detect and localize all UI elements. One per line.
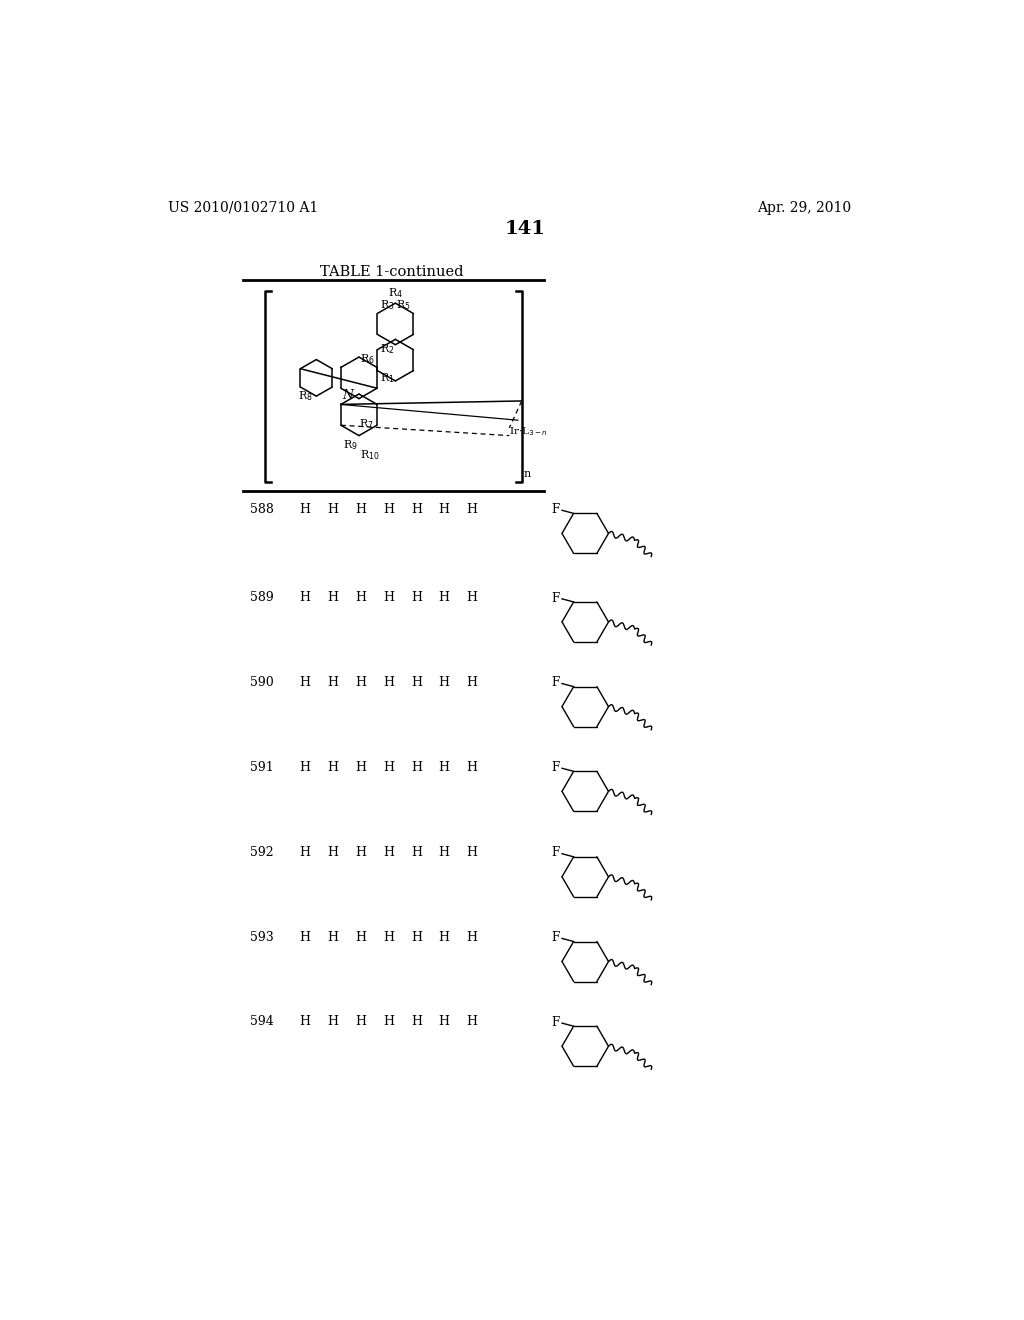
Text: F: F [552,591,560,605]
Text: H: H [355,931,366,944]
Text: N: N [342,389,353,403]
Text: F: F [552,846,560,859]
Text: H: H [383,503,394,516]
Text: H: H [299,760,310,774]
Text: H: H [299,931,310,944]
Text: H: H [355,760,366,774]
Text: H: H [467,760,477,774]
Text: R$_{10}$: R$_{10}$ [360,447,380,462]
Text: H: H [438,1015,450,1028]
Text: H: H [411,676,422,689]
Text: H: H [327,503,338,516]
Text: H: H [411,760,422,774]
Text: 589: 589 [251,591,274,605]
Text: H: H [383,1015,394,1028]
Text: H: H [467,846,477,859]
Text: H: H [383,676,394,689]
Text: H: H [467,676,477,689]
Text: H: H [411,1015,422,1028]
Text: R$_3$: R$_3$ [380,298,394,312]
Text: Ir·L$_{3-n}$: Ir·L$_{3-n}$ [509,425,548,438]
Text: H: H [327,591,338,605]
Text: H: H [411,591,422,605]
Text: H: H [355,846,366,859]
Text: R$_6$: R$_6$ [359,352,375,366]
Text: F: F [552,931,560,944]
Text: Apr. 29, 2010: Apr. 29, 2010 [758,201,851,215]
Text: H: H [355,503,366,516]
Text: R$_5$: R$_5$ [396,298,412,312]
Text: US 2010/0102710 A1: US 2010/0102710 A1 [168,201,318,215]
Text: H: H [355,1015,366,1028]
Text: H: H [467,503,477,516]
Text: H: H [327,760,338,774]
Text: H: H [299,591,310,605]
Text: H: H [327,1015,338,1028]
Text: R$_2$: R$_2$ [380,342,395,356]
Text: H: H [327,931,338,944]
Text: H: H [438,503,450,516]
Text: H: H [411,503,422,516]
Text: R$_9$: R$_9$ [343,438,357,453]
Text: 593: 593 [251,931,274,944]
Text: F: F [552,762,560,774]
Text: 590: 590 [251,676,274,689]
Text: H: H [383,931,394,944]
Text: 591: 591 [251,760,274,774]
Text: H: H [355,676,366,689]
Text: 141: 141 [504,220,546,238]
Text: H: H [383,846,394,859]
Text: H: H [438,591,450,605]
Text: TABLE 1-continued: TABLE 1-continued [319,264,463,279]
Text: F: F [552,676,560,689]
Text: F: F [552,503,560,516]
Text: 592: 592 [251,846,274,859]
Text: H: H [299,1015,310,1028]
Text: H: H [438,931,450,944]
Text: H: H [438,676,450,689]
Text: 594: 594 [251,1015,274,1028]
Text: H: H [299,503,310,516]
Text: H: H [467,591,477,605]
Text: H: H [355,591,366,605]
Text: H: H [383,591,394,605]
Text: H: H [299,846,310,859]
Text: n: n [524,470,531,479]
Text: H: H [411,846,422,859]
Text: H: H [327,846,338,859]
Text: H: H [467,931,477,944]
Text: R$_4$: R$_4$ [388,286,402,300]
Text: H: H [327,676,338,689]
Text: H: H [383,760,394,774]
Text: F: F [552,1016,560,1028]
Text: R$_8$: R$_8$ [298,389,313,403]
Text: H: H [438,846,450,859]
Text: R$_1$: R$_1$ [380,371,395,385]
Text: H: H [438,760,450,774]
Text: H: H [411,931,422,944]
Text: R$_7$: R$_7$ [359,417,374,430]
Text: H: H [467,1015,477,1028]
Text: H: H [299,676,310,689]
Text: 588: 588 [251,503,274,516]
